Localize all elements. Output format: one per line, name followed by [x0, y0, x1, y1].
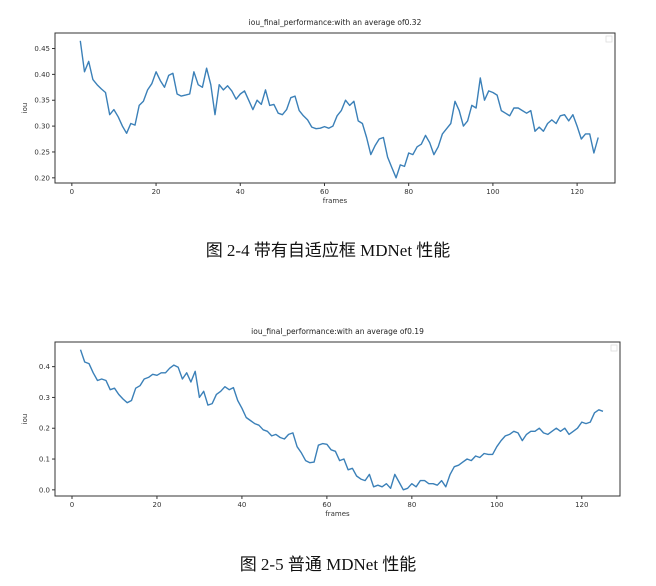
y-tick-label: 0.2: [39, 425, 50, 433]
x-tick-label: 60: [322, 501, 331, 509]
chart-plain-mdnet: iou_final_performance:with an average of…: [21, 327, 621, 518]
y-tick-label: 0.35: [34, 97, 50, 105]
x-tick-label: 40: [237, 501, 246, 509]
x-tick-label: 20: [152, 188, 161, 196]
x-tick-label: 100: [490, 501, 503, 509]
y-tick-label: 0.20: [34, 174, 50, 182]
x-tick-label: 120: [575, 501, 588, 509]
x-tick-label: 120: [570, 188, 583, 196]
x-tick-label: 0: [70, 188, 74, 196]
figure-2-4: iou_final_performance:with an average of…: [0, 0, 656, 220]
x-axis-label: frames: [325, 510, 350, 518]
x-tick-label: 0: [70, 501, 74, 509]
x-tick-label: 40: [236, 188, 245, 196]
caption-figure-2-4: 图 2-4 带有自适应框 MDNet 性能: [205, 241, 451, 260]
plot-frame: [54, 341, 621, 497]
y-axis-label: iou: [21, 414, 29, 425]
x-tick-label: 80: [407, 501, 416, 509]
x-tick-label: 80: [404, 188, 413, 196]
y-tick-label: 0.4: [39, 363, 51, 371]
x-tick-label: 100: [486, 188, 499, 196]
chart-title: iou_final_performance:with an average of…: [251, 327, 424, 336]
x-tick-label: 60: [320, 188, 329, 196]
y-tick-label: 0.40: [34, 71, 50, 79]
y-tick-label: 0.1: [39, 456, 50, 464]
y-tick-label: 0.0: [39, 486, 50, 494]
y-tick-label: 0.25: [34, 148, 50, 156]
legend: [605, 35, 613, 43]
y-tick-label: 0.45: [34, 45, 50, 53]
series-line-iou: [79, 40, 599, 179]
x-tick-label: 20: [152, 501, 161, 509]
caption-figure-2-5: 图 2-5 普通 MDNet 性能: [239, 555, 417, 574]
y-tick-label: 0.30: [34, 123, 50, 131]
chart-title: iou_final_performance:with an average of…: [249, 18, 422, 27]
series-line-iou: [79, 349, 604, 491]
figure-2-5: iou_final_performance:with an average of…: [0, 318, 656, 530]
chart-adaptive-box-mdnet: iou_final_performance:with an average of…: [21, 18, 616, 205]
y-tick-label: 0.3: [39, 394, 50, 402]
x-axis-label: frames: [323, 197, 348, 205]
y-axis-label: iou: [21, 103, 29, 114]
plot-frame: [54, 32, 616, 184]
legend: [610, 344, 618, 352]
